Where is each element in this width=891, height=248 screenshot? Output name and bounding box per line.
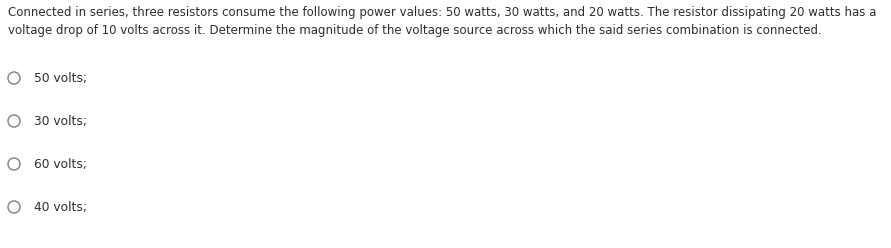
Text: 60 volts;: 60 volts; bbox=[34, 158, 87, 171]
Text: voltage drop of 10 volts across it. Determine the magnitude of the voltage sourc: voltage drop of 10 volts across it. Dete… bbox=[8, 24, 822, 37]
Text: 30 volts;: 30 volts; bbox=[34, 115, 87, 128]
Text: 40 volts;: 40 volts; bbox=[34, 201, 87, 214]
Text: 50 volts;: 50 volts; bbox=[34, 72, 87, 85]
Text: Connected in series, three resistors consume the following power values: 50 watt: Connected in series, three resistors con… bbox=[8, 6, 877, 19]
